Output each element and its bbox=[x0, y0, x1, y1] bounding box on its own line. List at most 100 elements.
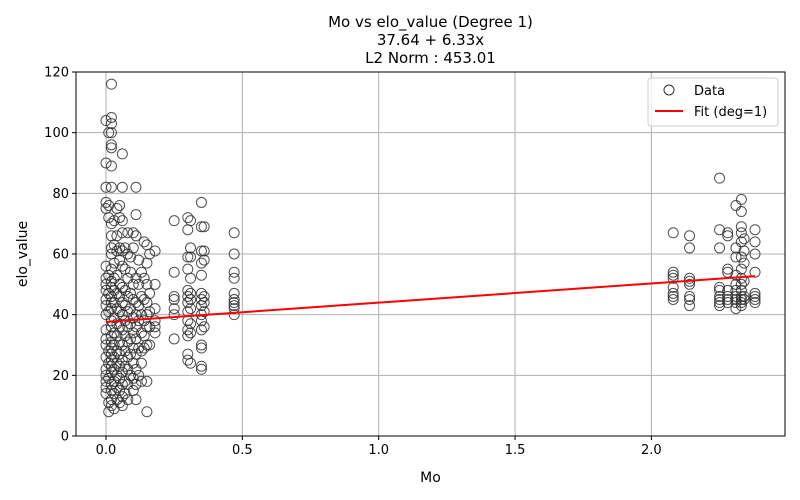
data-point bbox=[130, 297, 142, 309]
data-point bbox=[228, 266, 240, 278]
legend: Data Fit (deg=1) bbox=[647, 77, 779, 127]
data-point bbox=[722, 263, 734, 275]
data-point bbox=[730, 284, 742, 296]
data-point bbox=[105, 160, 117, 172]
data-point bbox=[141, 257, 153, 269]
data-point bbox=[108, 363, 120, 375]
data-point bbox=[198, 221, 210, 233]
data-point bbox=[141, 375, 153, 387]
data-point bbox=[149, 278, 161, 290]
data-point bbox=[228, 287, 240, 299]
data-point bbox=[105, 78, 117, 90]
data-point bbox=[749, 294, 761, 305]
x-tick-label: 1.5 bbox=[505, 443, 526, 458]
data-point bbox=[735, 263, 747, 275]
y-tick-label: 80 bbox=[52, 187, 69, 202]
data-point bbox=[127, 227, 139, 239]
data-point bbox=[130, 348, 142, 360]
data-point bbox=[111, 230, 123, 242]
data-point bbox=[114, 242, 126, 254]
data-point bbox=[198, 306, 210, 318]
data-point bbox=[714, 242, 726, 254]
y-axis-label: elo_value bbox=[15, 221, 31, 287]
data-point bbox=[684, 278, 696, 290]
data-point bbox=[228, 272, 240, 284]
data-point bbox=[195, 257, 207, 269]
data-point bbox=[111, 318, 123, 330]
data-point bbox=[100, 333, 112, 345]
data-point bbox=[735, 251, 747, 263]
data-point bbox=[735, 193, 747, 205]
data-point bbox=[138, 294, 150, 305]
data-point bbox=[667, 294, 679, 305]
data-point bbox=[119, 242, 131, 254]
data-point bbox=[667, 287, 679, 299]
data-point bbox=[105, 181, 117, 193]
data-point bbox=[125, 266, 137, 278]
data-point bbox=[185, 251, 197, 263]
data-point bbox=[735, 294, 747, 305]
data-point bbox=[182, 324, 194, 336]
data-point bbox=[730, 278, 742, 290]
data-point bbox=[116, 215, 128, 227]
data-point bbox=[749, 248, 761, 260]
data-point bbox=[116, 297, 128, 309]
data-point bbox=[130, 230, 142, 242]
data-point bbox=[735, 227, 747, 239]
data-point bbox=[722, 297, 734, 309]
data-point bbox=[735, 221, 747, 233]
data-point bbox=[195, 360, 207, 372]
data-point bbox=[182, 297, 194, 309]
data-point bbox=[749, 224, 761, 236]
data-point bbox=[730, 290, 742, 302]
data-point bbox=[105, 118, 117, 130]
data-point bbox=[722, 290, 734, 302]
data-point bbox=[135, 357, 147, 369]
data-point bbox=[138, 330, 150, 342]
data-point bbox=[667, 269, 679, 281]
data-point bbox=[119, 375, 131, 387]
x-tick-label: 0.0 bbox=[96, 443, 117, 458]
data-point bbox=[105, 290, 117, 302]
data-point bbox=[135, 327, 147, 339]
data-point bbox=[149, 315, 161, 327]
data-point bbox=[168, 294, 180, 305]
data-point bbox=[749, 236, 761, 248]
data-point bbox=[108, 388, 120, 400]
data-point bbox=[667, 281, 679, 293]
data-point bbox=[195, 221, 207, 233]
data-point bbox=[105, 218, 117, 230]
data-point bbox=[116, 391, 128, 403]
data-point bbox=[108, 284, 120, 296]
data-point bbox=[684, 290, 696, 302]
data-point bbox=[130, 363, 142, 375]
data-point bbox=[135, 266, 147, 278]
data-point bbox=[168, 309, 180, 321]
data-point bbox=[714, 294, 726, 305]
data-point bbox=[108, 272, 120, 284]
data-point bbox=[735, 236, 747, 248]
data-point bbox=[100, 284, 112, 296]
data-point bbox=[138, 342, 150, 354]
data-point bbox=[168, 303, 180, 315]
x-tick-label: 0.5 bbox=[232, 443, 253, 458]
grid-lines bbox=[76, 71, 785, 437]
data-point bbox=[127, 385, 139, 396]
data-point bbox=[130, 272, 142, 284]
data-point bbox=[195, 315, 207, 327]
data-point bbox=[182, 284, 194, 296]
data-point bbox=[228, 309, 240, 321]
data-point bbox=[198, 290, 210, 302]
data-point bbox=[105, 297, 117, 309]
data-point bbox=[735, 206, 747, 218]
data-point bbox=[182, 224, 194, 236]
data-point bbox=[182, 330, 194, 342]
data-point bbox=[722, 230, 734, 242]
data-point bbox=[135, 345, 147, 357]
data-point bbox=[144, 287, 156, 299]
y-ticks: 0 20 40 60 80 100 120 bbox=[44, 66, 76, 445]
data-point bbox=[103, 397, 115, 409]
data-point bbox=[114, 360, 126, 372]
data-point bbox=[138, 272, 150, 284]
data-point bbox=[116, 260, 128, 272]
